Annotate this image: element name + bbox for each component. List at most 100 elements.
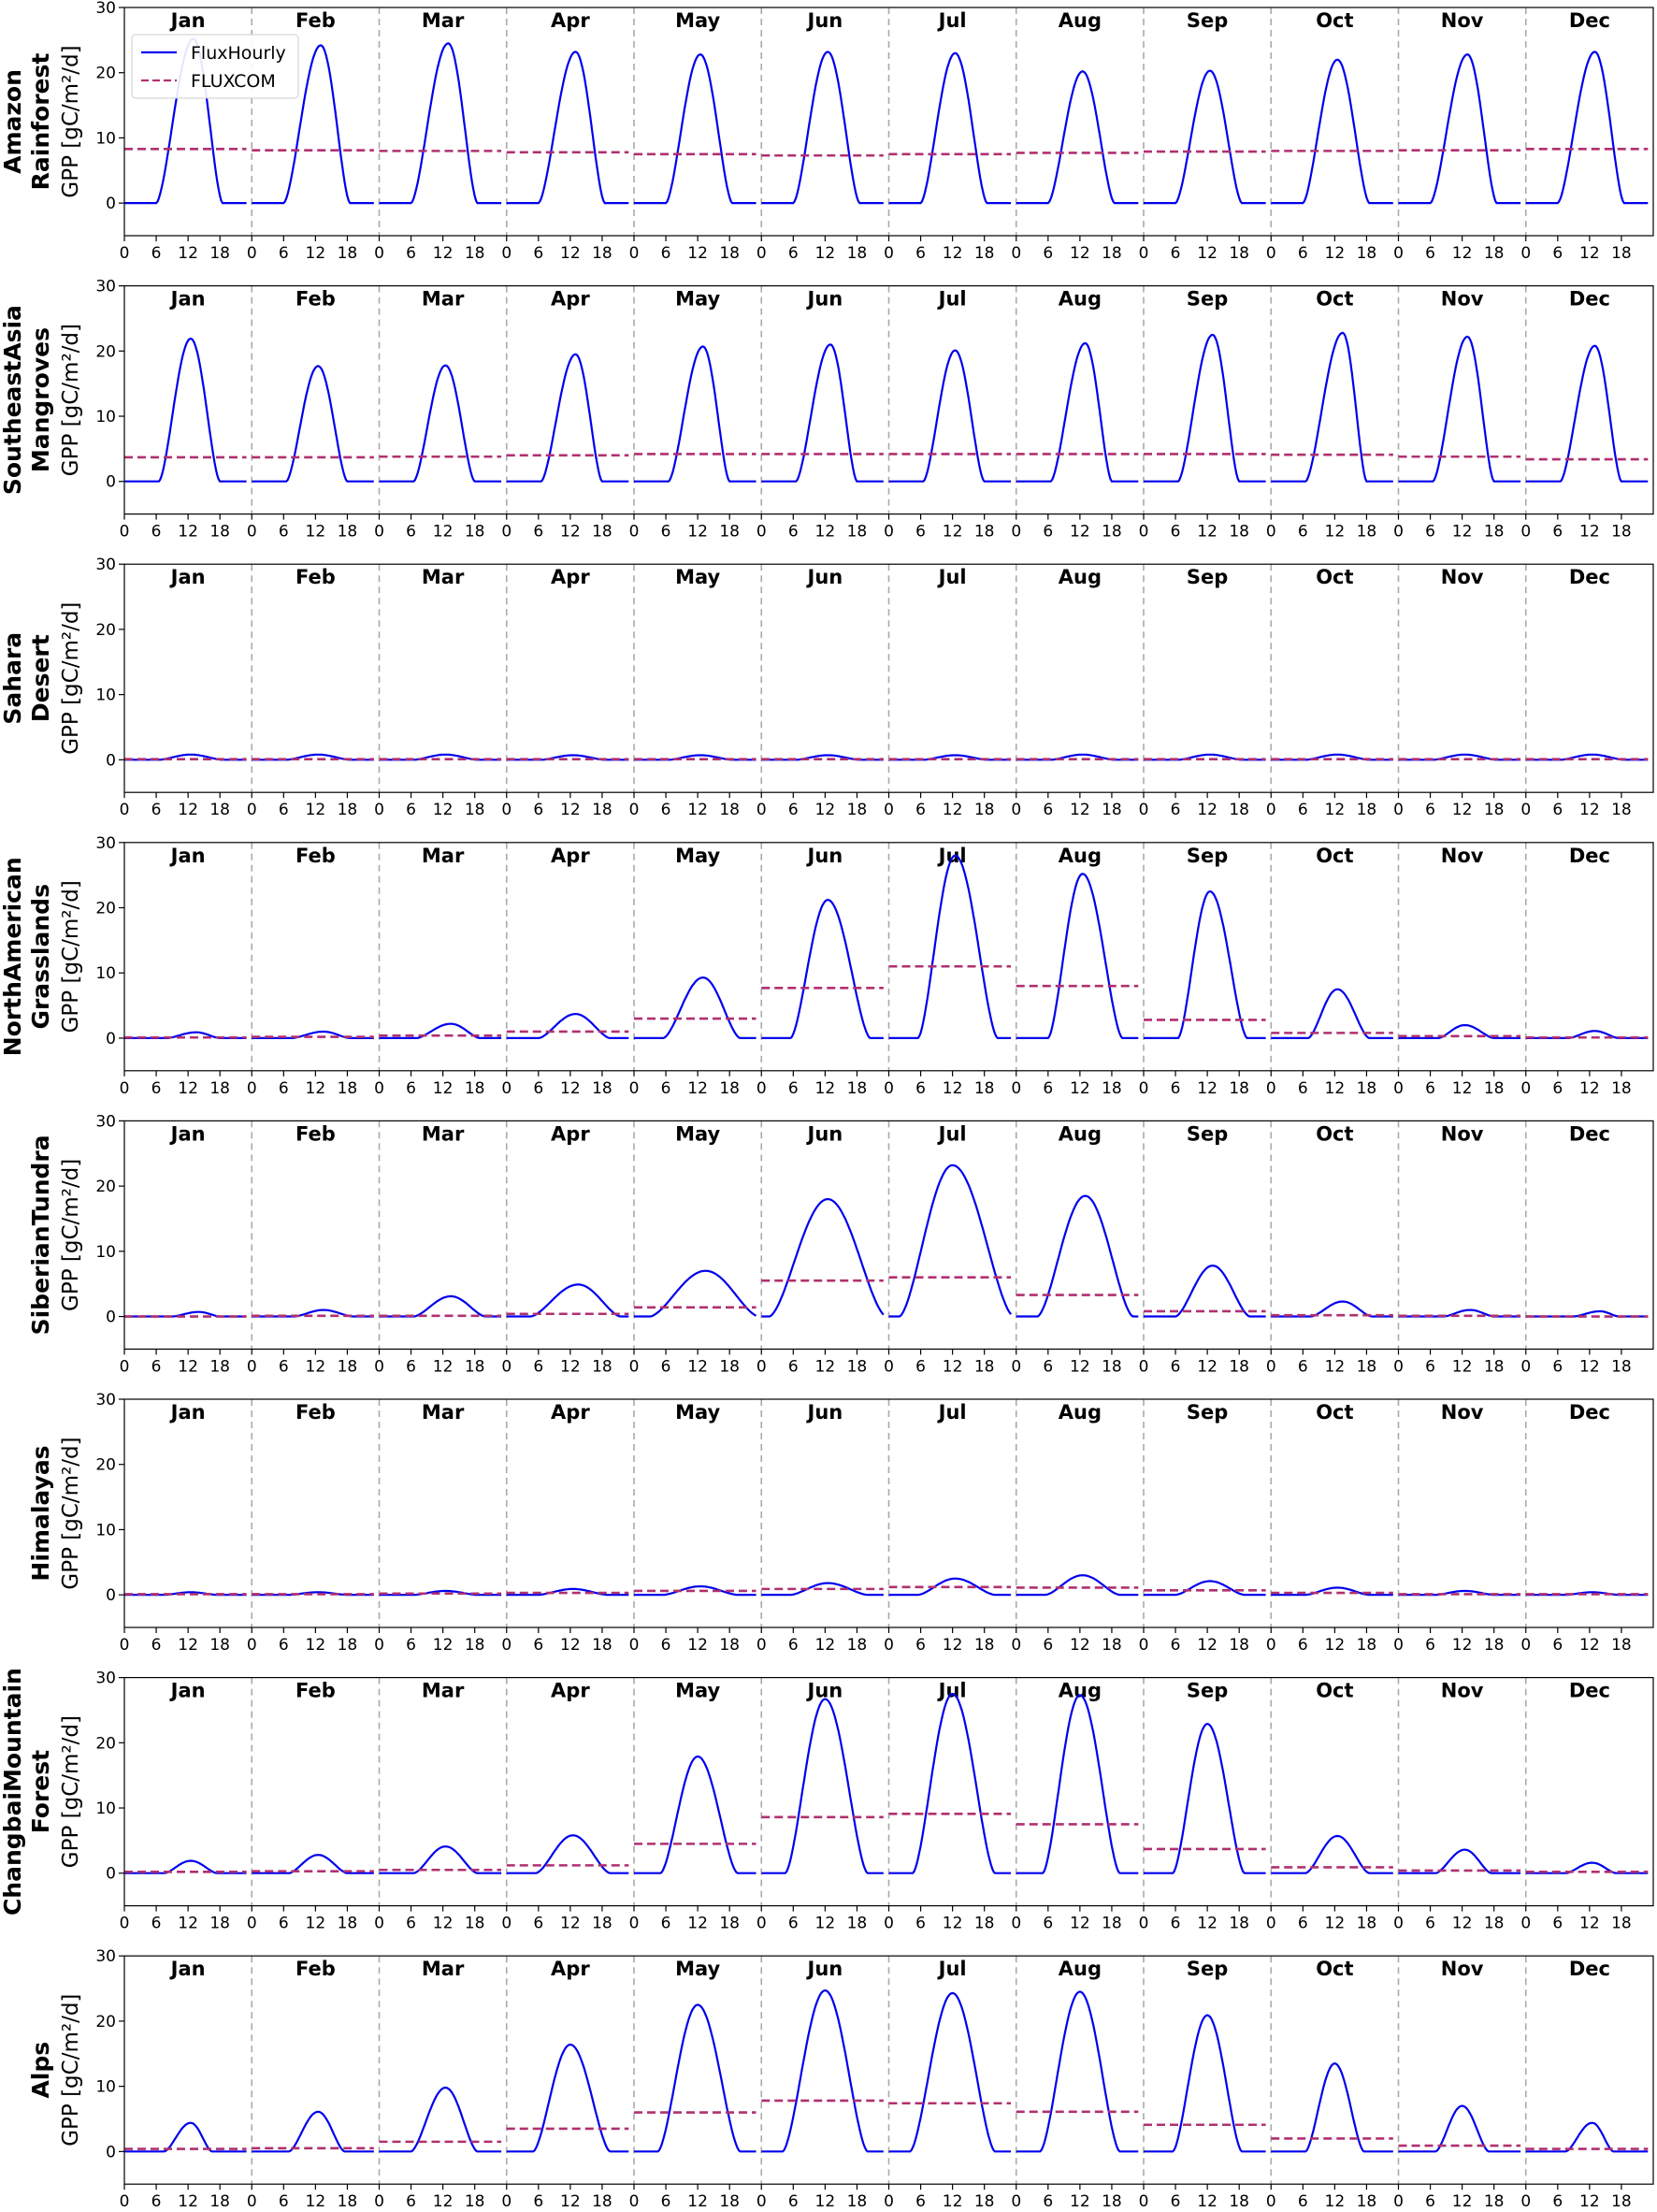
month-label-jul: Jul	[937, 288, 967, 311]
x-tick-label: 0	[120, 801, 130, 819]
x-tick-label: 0	[1520, 1079, 1531, 1098]
fluxhourly-line-oct	[1271, 58, 1393, 205]
y-tick-label: 20	[95, 65, 116, 83]
region-label: Alps	[27, 2042, 54, 2099]
x-tick-label: 0	[1393, 1079, 1404, 1098]
x-tick-label: 12	[1197, 2192, 1218, 2211]
x-tick-label: 6	[661, 1357, 671, 1376]
fluxhourly-line-oct	[1271, 2062, 1393, 2153]
x-tick-label: 6	[151, 2192, 162, 2211]
x-tick-label: 0	[884, 1079, 894, 1098]
x-tick-label: 18	[1102, 244, 1122, 263]
x-tick-label: 0	[374, 1636, 384, 1655]
x-tick-label: 12	[1325, 2192, 1346, 2211]
fluxhourly-line-dec	[1525, 344, 1649, 483]
month-label-jun: Jun	[806, 1680, 843, 1702]
y-tick-label: 0	[106, 1865, 116, 1884]
x-tick-label: 12	[1070, 523, 1090, 542]
month-label-nov: Nov	[1441, 1680, 1484, 1702]
x-tick-label: 6	[1171, 1915, 1181, 1933]
month-label-aug: Aug	[1059, 9, 1102, 32]
x-tick-label: 6	[406, 1915, 416, 1933]
x-tick-label: 0	[1393, 1915, 1404, 1933]
x-tick-label: 12	[687, 244, 708, 263]
x-tick-label: 18	[974, 1357, 995, 1376]
y-tick-label: 10	[95, 1243, 116, 1262]
x-tick-label: 0	[501, 1636, 512, 1655]
fluxhourly-line-dec	[1525, 2121, 1649, 2153]
month-label-oct: Oct	[1316, 9, 1353, 32]
x-tick-label: 0	[756, 801, 767, 819]
x-tick-label: 6	[1043, 523, 1053, 542]
x-tick-label: 18	[1102, 1636, 1122, 1655]
x-tick-label: 18	[974, 523, 995, 542]
x-tick-label: 18	[338, 801, 358, 819]
month-label-jun: Jun	[806, 288, 843, 311]
x-tick-label: 6	[1171, 523, 1181, 542]
x-tick-label: 0	[756, 1915, 767, 1933]
x-tick-label: 18	[1357, 2192, 1377, 2211]
x-tick-label: 18	[1102, 801, 1122, 819]
x-tick-label: 0	[1520, 801, 1531, 819]
x-tick-label: 18	[1357, 244, 1377, 263]
x-tick-label: 6	[1425, 1636, 1435, 1655]
x-tick-label: 6	[151, 1079, 162, 1098]
month-label-dec: Dec	[1569, 566, 1610, 588]
fluxhourly-line-dec	[1525, 1861, 1649, 1874]
fluxhourly-line-jun	[761, 1988, 884, 2153]
x-tick-label: 12	[306, 1357, 326, 1376]
fluxhourly-line-sep	[1144, 1265, 1266, 1318]
fluxhourly-line-jul	[888, 1164, 1013, 1318]
x-tick-label: 18	[719, 1636, 740, 1655]
x-tick-label: 12	[1070, 1079, 1090, 1098]
legend-fluxcom-label: FLUXCOM	[191, 71, 276, 92]
month-label-sep: Sep	[1187, 288, 1228, 311]
x-tick-label: 18	[719, 801, 740, 819]
month-label-apr: Apr	[551, 1958, 590, 1980]
x-tick-label: 18	[1357, 1636, 1377, 1655]
x-tick-label: 12	[687, 801, 708, 819]
month-label-feb: Feb	[295, 9, 336, 32]
x-tick-label: 12	[306, 1079, 326, 1098]
x-tick-label: 12	[178, 244, 198, 263]
fluxhourly-line-sep	[1144, 333, 1266, 483]
x-tick-label: 18	[465, 1636, 485, 1655]
x-tick-label: 0	[629, 1079, 640, 1098]
region-label: Desert	[27, 634, 54, 722]
fluxhourly-line-jun	[761, 1698, 884, 1874]
x-tick-label: 18	[592, 2192, 612, 2211]
x-tick-label: 6	[1298, 1915, 1308, 1933]
x-tick-label: 0	[1011, 801, 1021, 819]
x-tick-label: 12	[1070, 1357, 1090, 1376]
x-tick-label: 6	[406, 1079, 416, 1098]
y-tick-label: 10	[95, 1800, 116, 1818]
month-label-may: May	[675, 1680, 720, 1702]
x-tick-label: 12	[306, 523, 326, 542]
y-axis-label: GPP [gC/m²/d]	[59, 45, 83, 197]
x-tick-label: 18	[1229, 1636, 1249, 1655]
y-tick-label: 10	[95, 964, 116, 983]
y-axis-label: GPP [gC/m²/d]	[59, 880, 83, 1033]
x-tick-label: 12	[1452, 523, 1473, 542]
fluxhourly-line-mar	[379, 1845, 502, 1874]
y-tick-label: 20	[95, 621, 116, 640]
x-tick-label: 6	[279, 801, 289, 819]
month-label-mar: Mar	[422, 845, 465, 867]
fluxhourly-line-may	[634, 345, 756, 483]
x-tick-label: 6	[533, 1079, 543, 1098]
x-tick-label: 18	[1611, 1915, 1632, 1933]
x-tick-label: 0	[501, 1079, 512, 1098]
x-tick-label: 0	[501, 801, 512, 819]
x-tick-label: 12	[306, 1636, 326, 1655]
x-tick-label: 0	[1139, 1915, 1149, 1933]
x-tick-label: 0	[1266, 1636, 1276, 1655]
x-tick-label: 18	[1102, 1079, 1122, 1098]
x-tick-label: 0	[501, 2192, 512, 2211]
x-tick-label: 18	[974, 801, 995, 819]
x-tick-label: 6	[1043, 1079, 1053, 1098]
x-tick-label: 18	[719, 523, 740, 542]
x-tick-label: 12	[1452, 2192, 1473, 2211]
y-tick-label: 0	[106, 2143, 116, 2161]
month-label-may: May	[675, 9, 720, 32]
x-tick-label: 18	[1484, 523, 1505, 542]
